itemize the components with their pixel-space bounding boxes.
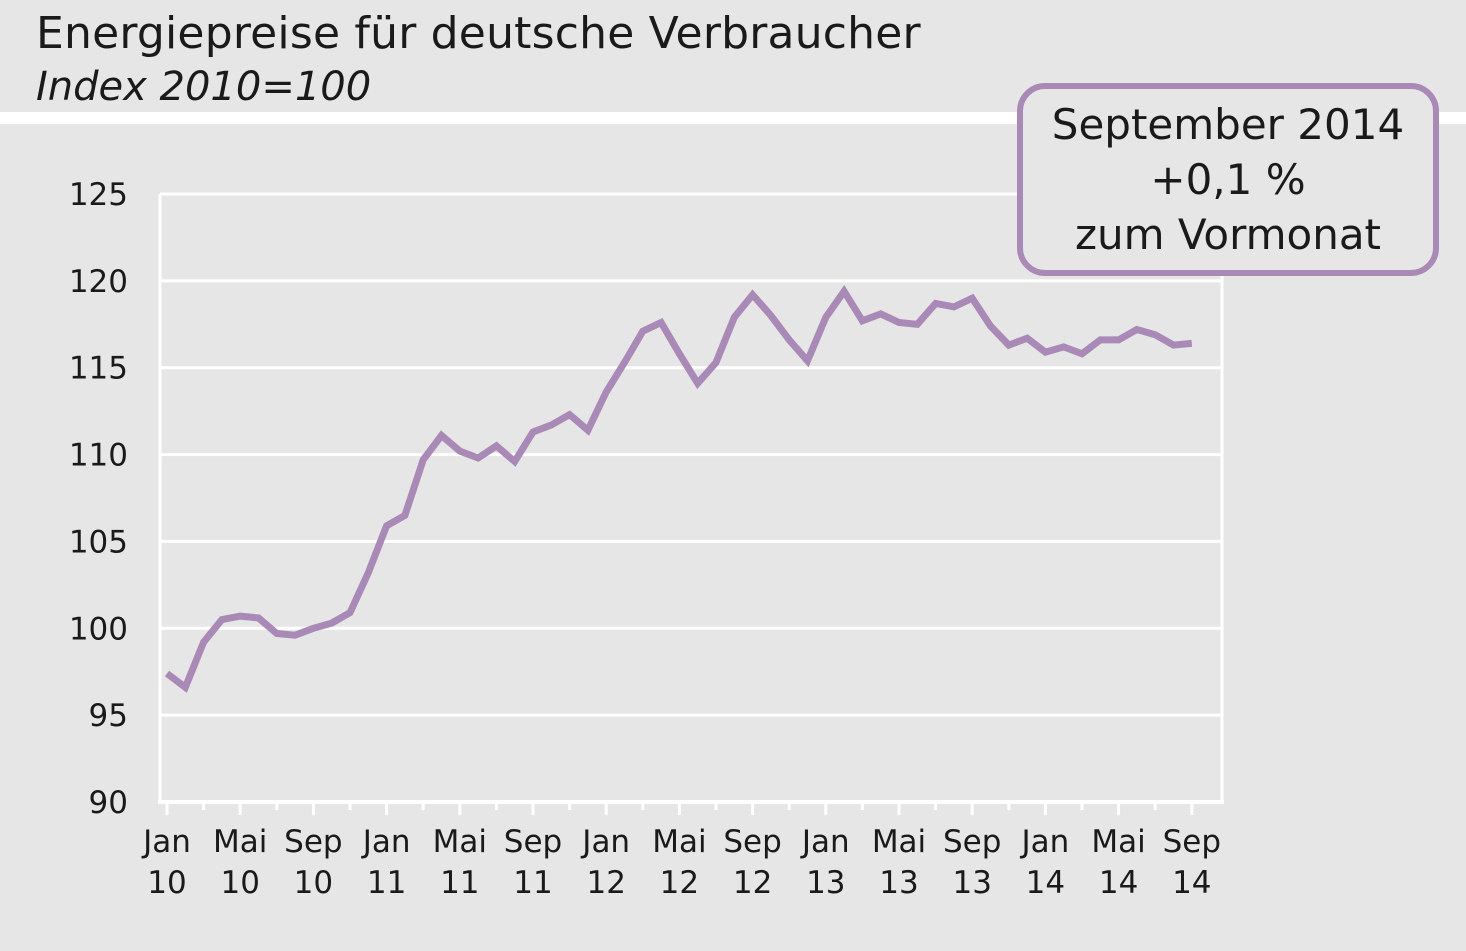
x-tick-label-month: Jan [141, 824, 191, 860]
y-tick-label-120: 120 [69, 264, 128, 300]
annotation-note: zum Vormonat [1074, 210, 1382, 259]
x-tick-label-year: 12 [660, 865, 699, 901]
annotation-change: +0,1 % [1150, 155, 1306, 204]
annotation-period: September 2014 [1051, 100, 1405, 149]
chart-title: Energiepreise für deutsche Verbraucher [36, 8, 921, 59]
x-tick-label-year: 11 [513, 865, 552, 901]
x-tick-label-year: 13 [952, 865, 991, 901]
x-tick-label-year: 12 [733, 865, 772, 901]
y-tick-label-105: 105 [69, 524, 128, 560]
grid-lines [160, 192, 1222, 717]
x-axis-ticks: Jan 10 Mai 10 Sep 10 Jan 11 Mai 11 Sep 11 Jan 12 Mai 12… [141, 802, 1221, 901]
x-tick-label-month: Jan [580, 824, 630, 860]
y-tick-label-95: 95 [89, 698, 128, 734]
x-tick-label-year: 12 [586, 865, 625, 901]
x-tick-label-month: Mai [652, 824, 706, 860]
x-tick-label-month: Sep [1163, 824, 1221, 860]
y-tick-label-110: 110 [69, 438, 128, 474]
x-tick-label-month: Sep [504, 824, 562, 860]
x-tick-label-month: Sep [723, 824, 781, 860]
x-tick-label-month: Jan [361, 824, 411, 860]
x-tick-label-year: 14 [1099, 865, 1138, 901]
chart-subtitle: Index 2010=100 [36, 64, 372, 110]
x-tick-label-month: Jan [800, 824, 850, 860]
x-tick-label-month: Mai [213, 824, 267, 860]
annotation-box: September 2014 +0,1 % zum Vormonat [1017, 83, 1439, 276]
x-tick-label-year: 11 [440, 865, 479, 901]
x-tick-label-year: 14 [1026, 865, 1065, 901]
series-group [164, 284, 1193, 693]
x-tick-label-year: 10 [294, 865, 333, 901]
x-tick-label-year: 10 [220, 865, 259, 901]
x-tick-label-month: Mai [872, 824, 926, 860]
y-tick-label-115: 115 [69, 351, 128, 387]
x-tick-label-month: Mai [433, 824, 487, 860]
y-tick-label-100: 100 [69, 611, 128, 647]
x-tick-label-year: 13 [806, 865, 845, 901]
x-tick-label-year: 14 [1172, 865, 1211, 901]
x-tick-label-month: Mai [1091, 824, 1145, 860]
y-tick-label-125: 125 [69, 177, 128, 213]
series-line-0 [164, 284, 1193, 693]
x-tick-label-month: Sep [284, 824, 342, 860]
x-tick-label-year: 13 [879, 865, 918, 901]
x-tick-label-month: Sep [943, 824, 1001, 860]
x-tick-label-year: 11 [367, 865, 406, 901]
x-tick-label-year: 10 [147, 865, 186, 901]
y-axis-ticks: 90 95 100 105 110 115 120 125 [69, 177, 128, 821]
axes [158, 194, 1224, 804]
x-tick-label-month: Jan [1020, 824, 1070, 860]
y-tick-label-90: 90 [89, 785, 128, 821]
